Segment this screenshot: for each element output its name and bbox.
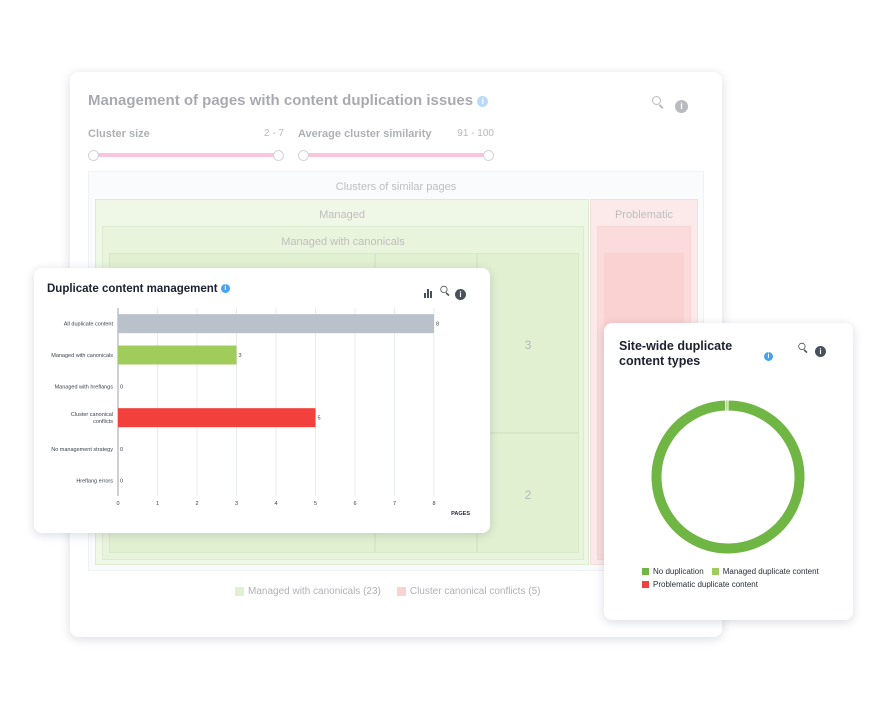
x-tick-label: 6 [353,501,356,507]
treemap-legend: Managed with canonicals (23) Cluster can… [235,586,540,597]
background-card-title: Management of pages with content duplica… [88,92,474,109]
sw-legend: No duplication Managed duplicate content… [642,567,842,589]
managed-with-canonicals-label: Managed with canonicals [281,236,405,248]
duplicate-content-management-card: Duplicate content management i i 0 1 2 3 4 5 6… [34,268,490,533]
info-icon[interactable]: i [455,284,466,302]
dcm-title-row: Duplicate content management i [47,283,230,295]
slider-max-handle[interactable] [483,150,494,161]
treemap-cell-value: 3 [524,338,532,352]
info-icon[interactable]: i [220,284,230,294]
x-tick-label: 0 [116,501,119,507]
cluster-size-slider[interactable]: Cluster size 2 - 7 [88,128,284,161]
background-card-title-row: Management of pages with content duplica… [88,92,489,109]
cluster-size-range: 2 - 7 [263,128,284,139]
bar-value-label: 8 [436,322,439,328]
x-tick-label: 1 [156,501,159,507]
info-icon[interactable]: i [477,95,489,107]
legend-swatch [642,568,649,575]
bar-value-label: 0 [120,447,123,453]
x-tick-label: 2 [195,501,198,507]
treemap-cell[interactable]: 2 [477,433,579,553]
legend-item[interactable]: Cluster canonical conflicts (5) [396,586,540,597]
x-tick-label: 5 [314,501,317,507]
average-similarity-slider[interactable]: Average cluster similarity 91 - 100 [298,128,494,161]
slider-track [302,153,490,157]
treemap-root-label: Clusters of similar pages [335,181,457,193]
zoom-icon[interactable] [798,342,808,357]
category-label: No management strategy [51,447,113,453]
x-tick-label: 8 [432,501,435,507]
legend-item[interactable]: Managed with canonicals (23) [235,586,381,597]
legend-swatch [235,587,244,596]
category-label: Managed with canonicals [51,353,113,359]
info-icon[interactable]: i [764,348,773,366]
info-icon[interactable]: i [675,96,688,114]
sw-donut-chart [650,399,806,555]
bar-value-label: 3 [239,353,242,359]
zoom-icon[interactable] [652,96,665,114]
donut-slice[interactable] [650,399,806,555]
category-label: All duplicate content [64,322,114,328]
site-wide-duplicate-content-card: Site-wide duplicate content types i i No… [604,323,853,620]
zoom-icon[interactable] [440,285,450,300]
legend-item[interactable]: Problematic duplicate content [642,580,758,589]
slider-max-handle[interactable] [273,150,284,161]
cluster-size-label: Cluster size [88,128,150,140]
treemap-cell-value: 2 [524,488,532,502]
legend-swatch [642,581,649,588]
info-icon[interactable]: i [815,341,826,359]
slider-track [92,153,280,157]
bar[interactable] [118,314,434,334]
donut-slice[interactable] [725,399,729,412]
x-tick-label: 3 [235,501,238,507]
sw-title-line2: content types [619,354,701,368]
bar[interactable] [118,345,237,365]
legend-swatch [711,568,719,575]
bar-value-label: 0 [120,478,123,484]
managed-label: Managed [319,209,365,221]
bar[interactable] [118,408,316,428]
bar-chart-icon[interactable] [423,285,433,303]
x-axis-label: PAGES [451,511,470,517]
treemap-cell[interactable]: 3 [477,253,579,433]
legend-item[interactable]: Managed duplicate content [711,567,819,576]
dcm-bar-chart: 0 1 2 3 4 5 6 7 8 PAGES 8 All duplicate content 3 Man… [51,308,470,517]
bar-value-label: 0 [120,384,123,390]
category-label: Managed with hreflangs [55,384,114,390]
x-tick-label: 7 [393,501,396,507]
legend-swatch [396,587,406,596]
slider-min-handle[interactable] [298,150,309,161]
category-label: Cluster canonical conflicts [71,412,113,425]
sw-title: Site-wide duplicate content types [619,339,732,369]
dcm-title: Duplicate content management [47,283,218,295]
bar-value-label: 5 [318,416,321,422]
sw-title-line1: Site-wide duplicate [619,339,733,353]
similarity-label: Average cluster similarity [298,128,432,140]
similarity-range: 91 - 100 [457,128,494,139]
legend-item[interactable]: No duplication [642,567,704,576]
category-label: Hreflang errors [76,478,113,484]
x-tick-label: 4 [274,501,277,507]
problematic-label: Problematic [614,209,674,221]
slider-min-handle[interactable] [88,150,99,161]
